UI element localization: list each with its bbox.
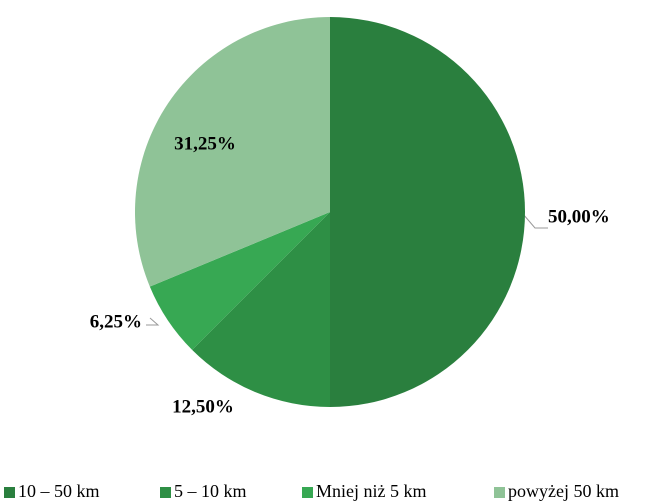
data-label: 50,00% — [548, 206, 610, 227]
pie-slice — [192, 212, 330, 407]
leader-line — [522, 213, 548, 229]
data-label: 12,50% — [172, 396, 234, 417]
legend-label: powyżej 50 km — [508, 481, 619, 501]
legend-label: 5 – 10 km — [174, 481, 247, 501]
data-label: 6,25% — [90, 311, 142, 332]
data-label: 31,25% — [174, 133, 236, 154]
legend-swatch — [160, 487, 171, 498]
legend-swatch — [4, 487, 15, 498]
pie-slice — [134, 17, 330, 287]
legend-swatch — [494, 487, 505, 498]
legend-label: 10 – 50 km — [18, 481, 100, 501]
leader-line — [146, 317, 160, 326]
pie-slice — [149, 212, 330, 350]
legend-label: Mniej niż 5 km — [316, 481, 427, 501]
legend-swatch — [302, 487, 313, 498]
pie-slice — [330, 17, 525, 407]
